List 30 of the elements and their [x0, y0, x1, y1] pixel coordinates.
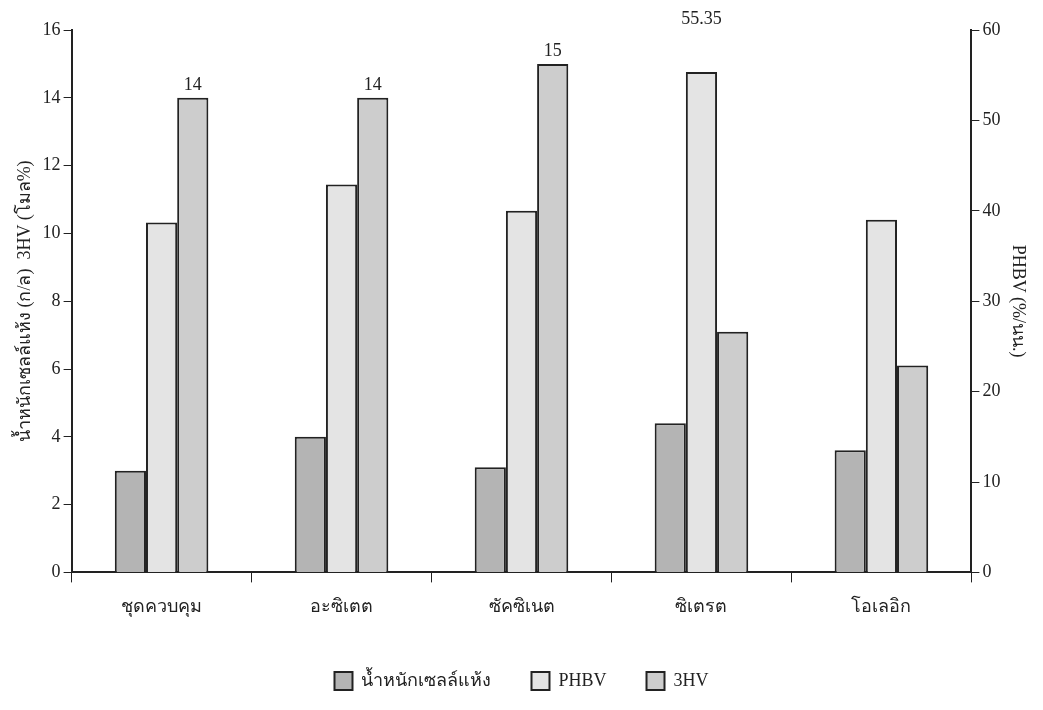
x-tick-label: ซัคซิเนต — [488, 595, 555, 616]
legend-label: 3HV — [673, 669, 709, 690]
y2-tick-label: 0 — [982, 561, 992, 582]
y-tick-label: 16 — [42, 18, 61, 39]
y2-tick-label: 50 — [982, 109, 1001, 130]
y-tick-label: 12 — [42, 154, 61, 175]
y2-axis-title: PHBV (%/นน.) — [1008, 244, 1030, 358]
legend-label: PHBV — [558, 669, 607, 690]
y2-tick-label: 40 — [982, 199, 1001, 220]
y-tick-label: 14 — [42, 86, 61, 107]
x-tick-label: ชุดควบคุม — [121, 595, 203, 617]
y2-tick-label: 10 — [982, 470, 1001, 491]
y2-tick-label: 30 — [982, 289, 1001, 310]
x-tick-label: อะซิเตต — [310, 595, 374, 616]
y-tick-label: 10 — [42, 222, 61, 243]
y-axis-title: น้ำหนักเซลล์แห้ง (ก/ล) 3HV (โมล%) — [10, 160, 35, 443]
data-label: 14 — [183, 73, 202, 94]
legend-label: น้ำหนักเซลล์แห้ง — [361, 666, 492, 690]
y-tick-label: 4 — [51, 425, 61, 446]
y-tick-label: 0 — [51, 561, 61, 582]
x-tick-label: โอเลอิก — [851, 594, 912, 616]
data-label: 14 — [363, 73, 382, 94]
y-tick-label: 8 — [51, 289, 61, 310]
x-tick-label: ซิเตรต — [675, 595, 728, 616]
y-tick-label: 6 — [51, 357, 61, 378]
y2-tick-label: 60 — [982, 18, 1001, 39]
y2-tick-label: 20 — [982, 380, 1001, 401]
data-label: 55.35 — [681, 7, 722, 28]
y-tick-label: 2 — [51, 493, 61, 514]
data-label: 15 — [543, 39, 562, 60]
